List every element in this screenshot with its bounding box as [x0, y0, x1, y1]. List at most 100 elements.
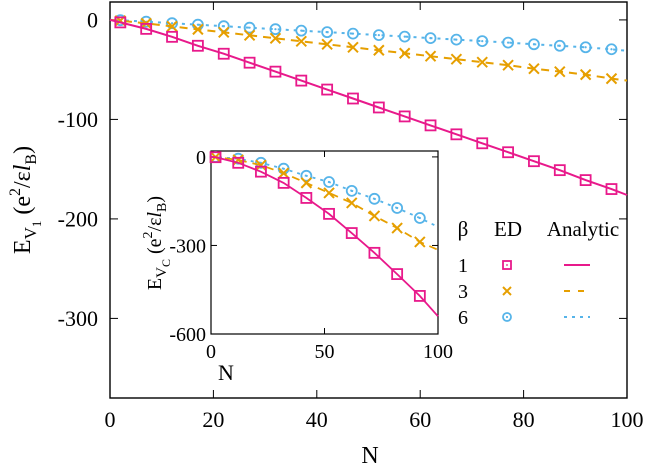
- main-ed-point: [140, 22, 153, 35]
- main-xtick-label: 60: [409, 407, 431, 432]
- main-series-beta-3: [109, 14, 628, 85]
- main-ed-point: [295, 35, 307, 48]
- inset-ed-point: [391, 268, 404, 280]
- main-ed-point: [347, 27, 359, 40]
- inset-ed-point: [277, 176, 290, 189]
- inset-series-group: [209, 151, 439, 317]
- inset-ed-point: [300, 177, 313, 189]
- inset-ed-point-dot: [327, 180, 331, 184]
- main-ylabel-V: V: [21, 226, 40, 239]
- main-ed-point-dot: [196, 23, 199, 26]
- inset-ed-point: [345, 184, 358, 197]
- inset-ed-point-dot: [350, 189, 353, 192]
- legend-beta-value: 6: [458, 307, 468, 329]
- main-ed-point: [528, 155, 540, 168]
- main-ed-point: [398, 110, 411, 123]
- main-ed-point: [347, 92, 359, 105]
- legend-ed-marker: [502, 286, 512, 296]
- legend-row-beta-3: 3: [458, 281, 590, 303]
- inset-ytick-label: -300: [169, 235, 206, 257]
- inset-ed-point: [391, 222, 403, 234]
- main-y-axis-label: EV1 (e2/εlB): [7, 146, 44, 254]
- inset-ylabel-units-l: l: [144, 211, 166, 217]
- main-ed-point: [191, 39, 204, 52]
- inset-ed-point: [277, 167, 290, 179]
- main-ed-point: [502, 36, 514, 49]
- main-xtick-label: 80: [513, 407, 535, 432]
- main-xtick-label: 40: [306, 407, 328, 432]
- inset-ed-point: [391, 202, 404, 214]
- main-ylabel-units-mid: /ε: [10, 171, 36, 188]
- legend-row-beta-1: 1: [458, 255, 590, 277]
- main-ed-point: [424, 32, 437, 45]
- main-ed-point: [579, 68, 592, 81]
- inset-ed-point: [414, 236, 426, 248]
- inset-series-beta-3: [209, 151, 439, 251]
- inset-ed-point: [323, 176, 335, 188]
- main-ed-point: [243, 21, 256, 34]
- main-ed-point: [373, 44, 385, 56]
- main-ed-point-dot: [558, 44, 561, 47]
- main-ed-point-dot: [274, 28, 277, 31]
- main-ed-point-dot: [300, 29, 303, 32]
- main-ed-point-dot: [326, 31, 329, 34]
- main-plot-frame: [109, 1, 628, 399]
- main-ed-point-dot: [481, 40, 484, 43]
- main-ed-point: [476, 137, 489, 150]
- legend-header-ed: ED: [494, 217, 522, 241]
- inset-ytick-label: 0: [196, 147, 206, 169]
- main-ed-point: [243, 29, 256, 42]
- inset-analytic-line: [210, 156, 439, 317]
- main-ed-point: [476, 35, 489, 48]
- legend-row-beta-6: 6: [458, 307, 590, 329]
- inset-ed-point-dot: [282, 167, 285, 170]
- main-ed-point: [605, 183, 618, 195]
- inset-ed-point-dot: [373, 197, 376, 200]
- inset-ed-point: [255, 159, 267, 171]
- main-ed-point: [295, 74, 308, 87]
- main-ytick-label: -200: [58, 207, 98, 232]
- inset-ed-point: [368, 192, 381, 205]
- inset-ed-point: [255, 165, 267, 178]
- inset-ed-point: [323, 207, 335, 220]
- main-ytick-label: -100: [58, 107, 98, 132]
- main-ed-point: [217, 47, 230, 60]
- legend-ed-marker: [502, 312, 512, 322]
- main-ylabel-units-sup: 2: [7, 188, 24, 196]
- main-ytick-label: -300: [58, 306, 98, 331]
- main-ed-point: [398, 47, 411, 59]
- svg-text:EVC (e2/εlB): EVC (e2/εlB): [141, 196, 173, 290]
- main-ed-point-dot: [506, 41, 510, 44]
- main-ed-point-dot: [429, 37, 432, 40]
- inset-ed-point-dot: [305, 174, 308, 177]
- inset-xtick-label: 100: [423, 341, 453, 363]
- inset-axis-ticks: 0 50 100 0 -300 -600: [169, 147, 453, 363]
- legend: β ED Analytic 1 3 6: [458, 217, 620, 329]
- main-xtick-label: 100: [611, 407, 644, 432]
- main-ed-point: [321, 83, 334, 96]
- main-ed-point: [166, 17, 178, 30]
- main-ed-point-dot: [532, 43, 536, 46]
- main-ed-point: [605, 72, 618, 85]
- main-ed-point: [450, 53, 463, 65]
- inset-series-beta-6: [209, 151, 439, 317]
- main-ed-point: [450, 33, 463, 46]
- main-ed-point: [114, 16, 127, 29]
- inset-ed-point: [346, 197, 358, 209]
- legend-ed-marker-dot: [505, 315, 509, 319]
- main-ylabel-units-l: l: [10, 164, 36, 171]
- legend-header-beta: β: [458, 217, 469, 241]
- main-ed-point: [528, 38, 540, 51]
- inset-ed-point: [323, 187, 335, 199]
- legend-header-analytic: Analytic: [547, 217, 619, 241]
- inset-xtick-label: 0: [206, 341, 216, 363]
- main-analytic-line: [109, 18, 628, 82]
- main-ed-point: [398, 30, 411, 43]
- main-ed-point: [579, 41, 592, 54]
- svg-text:EV1 (e2/εlB): EV1 (e2/εlB): [7, 146, 44, 254]
- inset-ylabel-units-mid: /ε: [144, 217, 166, 231]
- main-ed-point: [579, 174, 592, 187]
- main-ed-point-dot: [248, 26, 251, 29]
- main-ed-point-dot: [377, 34, 380, 37]
